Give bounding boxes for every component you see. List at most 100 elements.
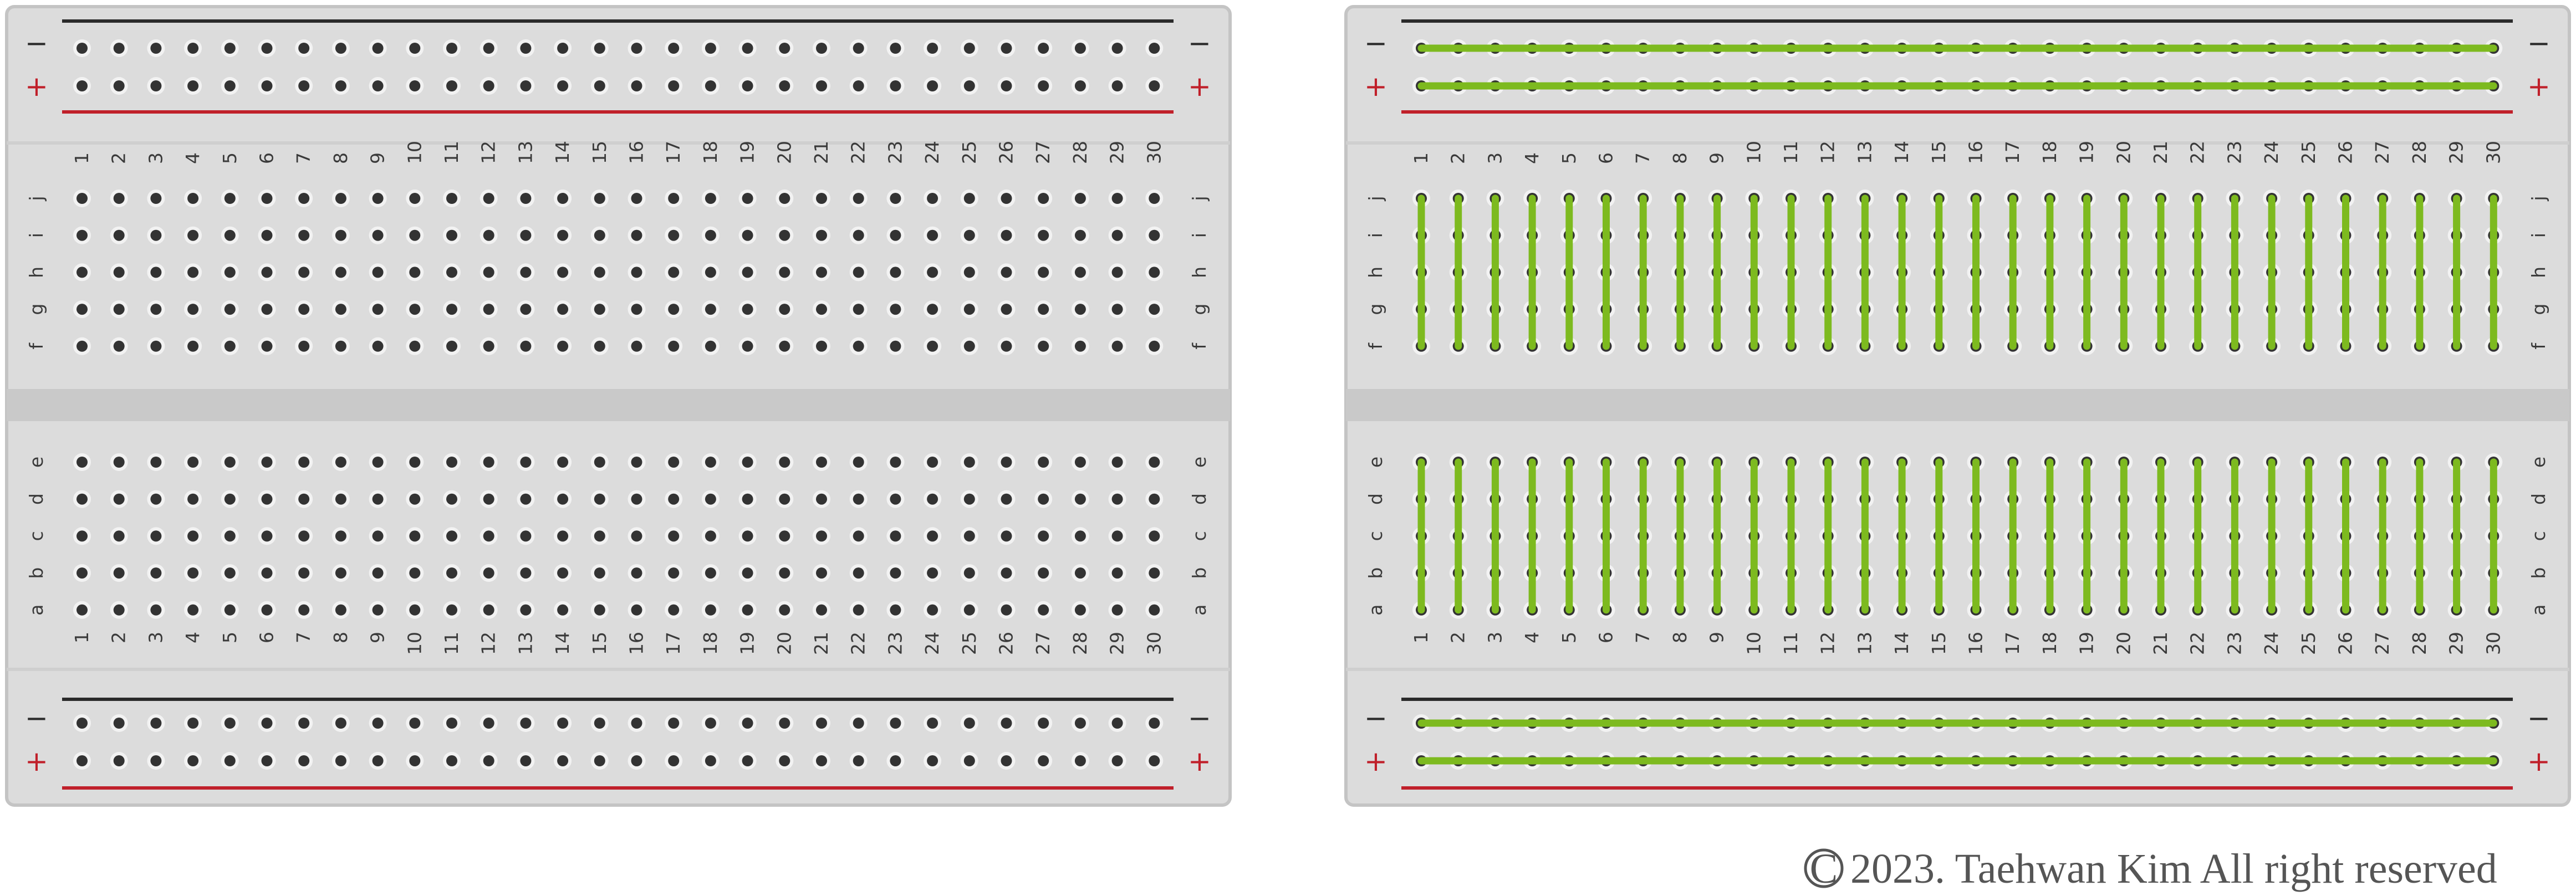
hole — [963, 567, 975, 579]
column-label-8-top: 8 — [330, 152, 351, 164]
column-label-12-top: 12 — [478, 141, 499, 164]
hole — [705, 530, 716, 542]
hole — [76, 340, 88, 352]
hole — [446, 229, 457, 241]
hole — [261, 755, 273, 766]
hole — [520, 604, 532, 616]
hole — [779, 267, 790, 278]
hole — [963, 193, 975, 204]
hole — [927, 530, 938, 542]
hole — [446, 457, 457, 468]
hole — [1111, 530, 1123, 542]
hole — [853, 718, 864, 729]
hole — [224, 530, 236, 542]
hole — [816, 493, 827, 505]
column-label-10-bottom: 10 — [404, 632, 425, 655]
hole — [927, 193, 938, 204]
column-label-28-bottom: 28 — [1069, 632, 1091, 655]
row-label-d-left: d — [25, 493, 47, 505]
column-label-17-top: 17 — [662, 141, 684, 164]
column-label-4-top: 4 — [182, 152, 203, 164]
column-label-23-bottom: 23 — [884, 632, 906, 655]
hole — [816, 457, 827, 468]
hole — [557, 304, 569, 315]
hole — [631, 43, 642, 54]
positive-sign-left: + — [1364, 70, 1388, 103]
column-label-18-top: 18 — [700, 141, 721, 164]
hole — [372, 43, 384, 54]
column-label-25-bottom: 25 — [958, 632, 980, 655]
hole — [816, 604, 827, 616]
hole — [76, 755, 88, 766]
hole — [631, 267, 642, 278]
hole — [963, 267, 975, 278]
column-label-21-bottom: 21 — [810, 632, 832, 655]
hole — [963, 229, 975, 241]
hole — [779, 457, 790, 468]
hole — [816, 80, 827, 91]
hole — [1038, 43, 1049, 54]
hole — [1038, 755, 1049, 766]
row-label-b-right: b — [1188, 567, 1210, 579]
column-label-14-bottom: 14 — [1891, 632, 1912, 655]
hole — [187, 43, 199, 54]
hole — [1149, 340, 1160, 352]
hole — [816, 530, 827, 542]
column-label-23-top: 23 — [2223, 141, 2245, 164]
hole — [1001, 457, 1012, 468]
column-label-12-top: 12 — [1817, 141, 1839, 164]
negative-sign-right: − — [1188, 702, 1211, 734]
hole — [483, 457, 494, 468]
hole — [557, 80, 569, 91]
column-label-24-top: 24 — [921, 141, 943, 164]
hole — [446, 567, 457, 579]
hole — [963, 43, 975, 54]
hole — [742, 755, 753, 766]
hole — [779, 304, 790, 315]
hole — [224, 304, 236, 315]
hole — [1074, 340, 1086, 352]
hole — [890, 229, 901, 241]
hole — [557, 193, 569, 204]
column-label-22-bottom: 22 — [848, 632, 869, 655]
row-label-a-left: a — [1365, 605, 1386, 616]
negative-sign-left: − — [1364, 27, 1388, 59]
column-label-26-bottom: 26 — [2335, 632, 2356, 655]
hole — [187, 604, 199, 616]
column-label-4-bottom: 4 — [182, 632, 203, 643]
hole — [1111, 718, 1123, 729]
hole — [520, 493, 532, 505]
hole — [1074, 604, 1086, 616]
positive-sign-left: + — [1364, 745, 1388, 777]
hole — [76, 229, 88, 241]
column-label-16-bottom: 16 — [1965, 632, 1987, 655]
hole — [1074, 567, 1086, 579]
positive-sign-left: + — [25, 70, 48, 103]
hole — [594, 567, 605, 579]
hole — [890, 718, 901, 729]
copyright-symbol: C — [1810, 846, 1838, 892]
hole — [261, 530, 273, 542]
hole — [520, 718, 532, 729]
hole — [76, 493, 88, 505]
hole — [150, 457, 162, 468]
column-label-9-top: 9 — [1706, 152, 1728, 164]
hole — [372, 457, 384, 468]
column-label-4-bottom: 4 — [1521, 632, 1543, 643]
hole — [963, 457, 975, 468]
hole — [298, 567, 310, 579]
hole — [520, 229, 532, 241]
hole — [816, 43, 827, 54]
hole — [1074, 193, 1086, 204]
column-label-2-top: 2 — [108, 152, 130, 164]
hole — [1038, 193, 1049, 204]
column-label-15-bottom: 15 — [1928, 632, 1950, 655]
hole — [150, 718, 162, 729]
hole — [816, 567, 827, 579]
hole — [298, 193, 310, 204]
row-label-e-right: e — [2528, 457, 2549, 468]
hole — [483, 193, 494, 204]
column-label-30-bottom: 30 — [2482, 632, 2504, 655]
hole — [372, 229, 384, 241]
hole — [335, 193, 346, 204]
